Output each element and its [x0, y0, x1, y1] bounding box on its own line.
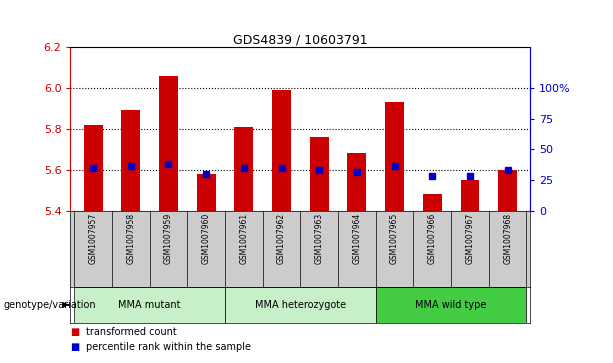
Text: GSM1007959: GSM1007959: [164, 213, 173, 264]
Bar: [197, 174, 216, 211]
Text: MMA heterozygote: MMA heterozygote: [255, 300, 346, 310]
Bar: [348, 154, 367, 211]
Text: percentile rank within the sample: percentile rank within the sample: [86, 342, 251, 352]
Bar: [385, 102, 404, 211]
Bar: [498, 170, 517, 211]
Bar: [272, 90, 291, 211]
Bar: [234, 127, 253, 211]
Text: GSM1007966: GSM1007966: [428, 213, 437, 264]
Bar: [423, 194, 442, 211]
Bar: [225, 287, 376, 323]
Text: GSM1007967: GSM1007967: [465, 213, 474, 264]
Bar: [74, 287, 225, 323]
Text: GSM1007957: GSM1007957: [89, 213, 97, 264]
Text: GSM1007962: GSM1007962: [277, 213, 286, 264]
Text: MMA wild type: MMA wild type: [416, 300, 487, 310]
Bar: [310, 137, 329, 211]
Title: GDS4839 / 10603791: GDS4839 / 10603791: [233, 33, 368, 46]
Text: GSM1007961: GSM1007961: [239, 213, 248, 264]
Text: GSM1007968: GSM1007968: [503, 213, 512, 264]
Text: GSM1007963: GSM1007963: [314, 213, 324, 264]
Text: ■: ■: [70, 327, 80, 337]
Text: genotype/variation: genotype/variation: [3, 300, 96, 310]
Text: MMA mutant: MMA mutant: [118, 300, 181, 310]
Bar: [376, 287, 527, 323]
Bar: [159, 76, 178, 211]
Bar: [84, 125, 102, 211]
Bar: [121, 110, 140, 211]
Text: GSM1007965: GSM1007965: [390, 213, 399, 264]
Text: GSM1007960: GSM1007960: [202, 213, 211, 264]
Bar: [460, 180, 479, 211]
Text: ■: ■: [70, 342, 80, 352]
Text: transformed count: transformed count: [86, 327, 177, 337]
Text: GSM1007964: GSM1007964: [352, 213, 362, 264]
Text: GSM1007958: GSM1007958: [126, 213, 135, 264]
